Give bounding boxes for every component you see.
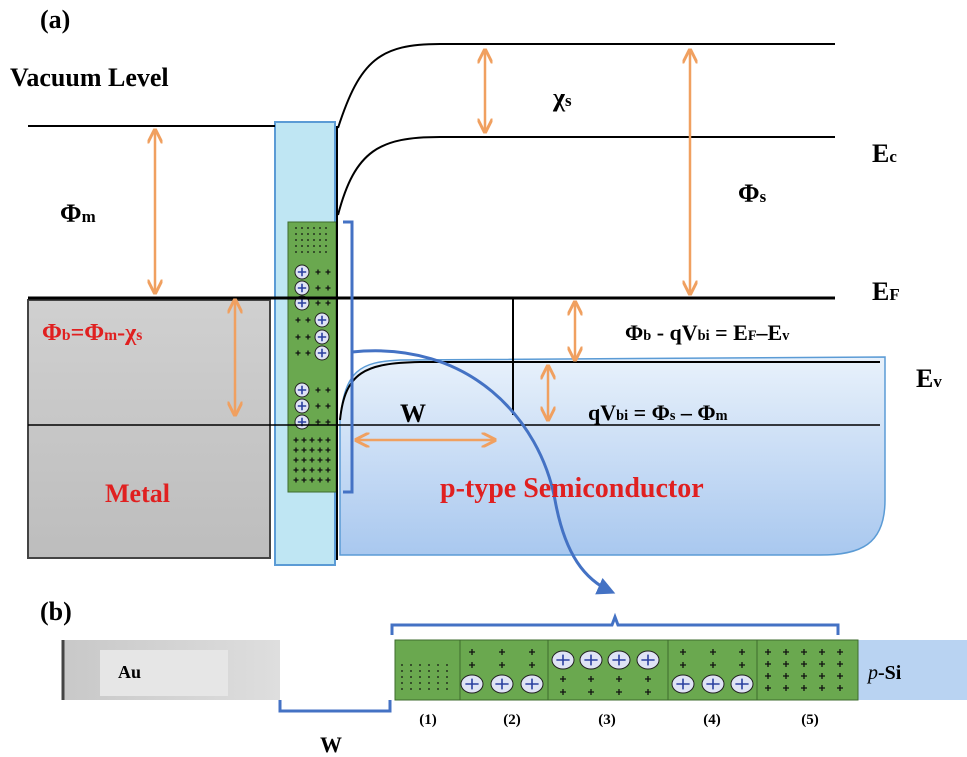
diagram: (a) Vacuum Level Φm χs Ec Φs EF Φb bbox=[0, 0, 967, 757]
dot bbox=[301, 233, 303, 235]
top-bracket bbox=[392, 617, 838, 635]
dot bbox=[437, 664, 439, 666]
dot bbox=[313, 245, 315, 247]
dot bbox=[401, 676, 403, 678]
dot bbox=[437, 676, 439, 678]
width-label: W bbox=[320, 732, 342, 757]
barrier-label: Φb=Φm-χs bbox=[42, 320, 142, 346]
dot bbox=[419, 670, 421, 672]
panel-label: (b) bbox=[40, 597, 72, 626]
dot bbox=[295, 239, 297, 241]
chi-s-label: χs bbox=[552, 83, 572, 112]
dot bbox=[428, 676, 430, 678]
dot bbox=[419, 676, 421, 678]
dot bbox=[401, 688, 403, 690]
phi-s-label: Φs bbox=[738, 179, 767, 208]
dot bbox=[295, 251, 297, 253]
dot bbox=[319, 227, 321, 229]
vacuum-level-label: Vacuum Level bbox=[10, 63, 169, 92]
semiconductor-block bbox=[340, 357, 885, 555]
barrier-relation-label: Φb - qVbi = EF–Ev bbox=[625, 320, 790, 345]
region-label: (4) bbox=[703, 712, 721, 728]
dot bbox=[319, 245, 321, 247]
dot bbox=[410, 664, 412, 666]
dot bbox=[295, 233, 297, 235]
dot bbox=[437, 670, 439, 672]
phi-m-label: Φm bbox=[60, 199, 96, 228]
dot bbox=[295, 245, 297, 247]
dot bbox=[307, 251, 309, 253]
dot bbox=[410, 676, 412, 678]
dot bbox=[446, 688, 448, 690]
dot bbox=[428, 670, 430, 672]
dot bbox=[313, 233, 315, 235]
dot bbox=[307, 245, 309, 247]
region-label: (3) bbox=[598, 712, 616, 728]
ev-label: Ev bbox=[916, 364, 942, 393]
region-label: (1) bbox=[419, 712, 437, 728]
dot bbox=[410, 670, 412, 672]
dot bbox=[319, 251, 321, 253]
dot bbox=[301, 245, 303, 247]
dot bbox=[410, 682, 412, 684]
dot bbox=[419, 682, 421, 684]
dot bbox=[401, 670, 403, 672]
dot bbox=[325, 227, 327, 229]
dot bbox=[307, 227, 309, 229]
metal-label: Metal bbox=[105, 479, 170, 508]
dot bbox=[313, 251, 315, 253]
dot bbox=[446, 676, 448, 678]
dot bbox=[325, 233, 327, 235]
region-label: (2) bbox=[503, 712, 521, 728]
dot bbox=[428, 688, 430, 690]
ec-label: Ec bbox=[872, 139, 897, 168]
dot bbox=[446, 664, 448, 666]
panel-b: (b) Au p-Si W (1) (2) (3) (4) (5) bbox=[40, 597, 967, 757]
width-label: W bbox=[400, 399, 426, 428]
dot bbox=[446, 670, 448, 672]
dot bbox=[401, 664, 403, 666]
semiconductor-label: p-type Semiconductor bbox=[440, 473, 704, 504]
panel-a: (a) Vacuum Level Φm χs Ec Φs EF Φb bbox=[10, 5, 942, 592]
au-label: Au bbox=[118, 662, 141, 682]
dot bbox=[419, 688, 421, 690]
dot bbox=[325, 239, 327, 241]
dot bbox=[437, 682, 439, 684]
dot bbox=[313, 239, 315, 241]
ef-label: EF bbox=[872, 277, 900, 306]
dot bbox=[410, 688, 412, 690]
built-in-label: qVbi = Φs – Φm bbox=[588, 400, 728, 425]
dot bbox=[319, 239, 321, 241]
region-labels: (1) (2) (3) (4) (5) bbox=[419, 712, 819, 728]
vacuum-curve bbox=[338, 44, 835, 128]
dot bbox=[428, 682, 430, 684]
dot bbox=[325, 245, 327, 247]
region-label: (5) bbox=[801, 712, 819, 728]
dot bbox=[307, 233, 309, 235]
dot bbox=[401, 682, 403, 684]
dot bbox=[301, 251, 303, 253]
dot bbox=[313, 227, 315, 229]
dot bbox=[319, 233, 321, 235]
dot bbox=[301, 227, 303, 229]
width-bracket bbox=[280, 700, 390, 711]
dot bbox=[419, 664, 421, 666]
dot bbox=[307, 239, 309, 241]
dot bbox=[295, 227, 297, 229]
dot bbox=[446, 682, 448, 684]
si-label: p-Si bbox=[866, 662, 902, 684]
panel-label: (a) bbox=[40, 5, 70, 34]
dot bbox=[428, 664, 430, 666]
dot bbox=[325, 251, 327, 253]
dot bbox=[437, 688, 439, 690]
dot bbox=[301, 239, 303, 241]
